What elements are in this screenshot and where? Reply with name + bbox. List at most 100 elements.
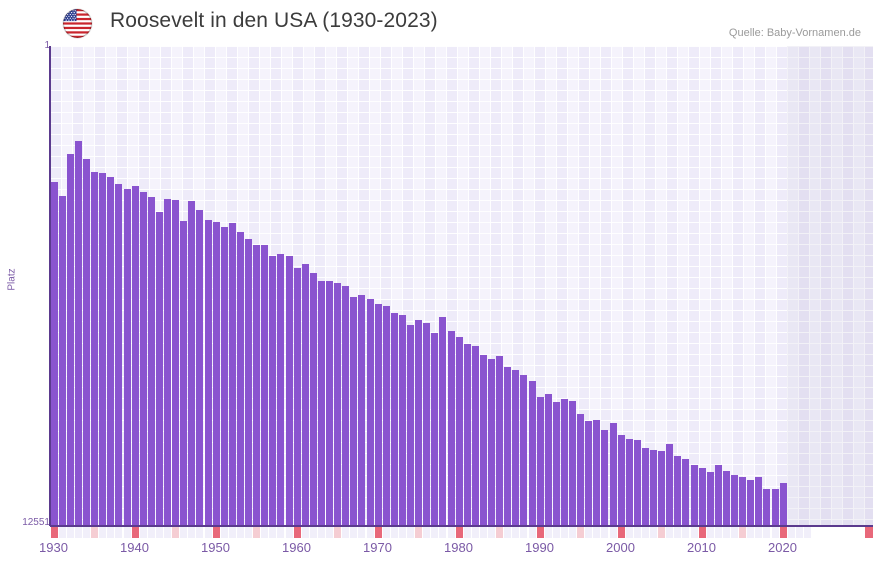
bar[interactable] bbox=[220, 226, 228, 525]
bar[interactable] bbox=[147, 197, 155, 525]
bar[interactable] bbox=[301, 263, 309, 525]
bar[interactable] bbox=[504, 367, 512, 525]
bar[interactable] bbox=[83, 158, 90, 525]
bar[interactable] bbox=[374, 303, 382, 525]
bar[interactable] bbox=[544, 394, 552, 525]
bar[interactable] bbox=[763, 489, 771, 525]
bar[interactable] bbox=[471, 346, 479, 525]
bar[interactable] bbox=[496, 355, 504, 525]
bar[interactable] bbox=[342, 286, 350, 525]
bar[interactable] bbox=[722, 470, 730, 525]
bar[interactable] bbox=[334, 283, 342, 525]
bar[interactable] bbox=[91, 172, 99, 525]
bar[interactable] bbox=[285, 256, 293, 525]
bar[interactable] bbox=[261, 245, 269, 525]
bar[interactable] bbox=[569, 400, 576, 525]
bar[interactable] bbox=[407, 324, 414, 525]
bar[interactable] bbox=[155, 212, 163, 525]
bar[interactable] bbox=[180, 220, 188, 525]
bar[interactable] bbox=[350, 297, 358, 525]
bar[interactable] bbox=[236, 231, 244, 525]
tick-cell bbox=[334, 527, 342, 538]
bar[interactable] bbox=[625, 439, 633, 525]
tick-cell bbox=[601, 527, 609, 538]
bar[interactable] bbox=[641, 448, 649, 525]
bar[interactable] bbox=[698, 468, 706, 525]
bar[interactable] bbox=[617, 434, 625, 525]
bar[interactable] bbox=[520, 375, 528, 525]
bar[interactable] bbox=[739, 477, 747, 525]
bar[interactable] bbox=[593, 420, 601, 525]
bar[interactable] bbox=[674, 455, 682, 525]
tick-cell bbox=[74, 527, 82, 538]
bar[interactable] bbox=[253, 245, 261, 525]
bar[interactable] bbox=[690, 464, 698, 525]
bar[interactable] bbox=[431, 332, 439, 525]
bar[interactable] bbox=[536, 396, 544, 525]
bar[interactable] bbox=[74, 140, 82, 525]
bar[interactable] bbox=[585, 420, 593, 525]
bar[interactable] bbox=[423, 323, 431, 525]
bar[interactable] bbox=[277, 253, 285, 525]
bar[interactable] bbox=[731, 474, 738, 525]
bar[interactable] bbox=[390, 312, 398, 525]
bar[interactable] bbox=[714, 465, 722, 525]
bar[interactable] bbox=[609, 422, 617, 525]
bar[interactable] bbox=[196, 209, 204, 525]
bar[interactable] bbox=[204, 220, 212, 525]
bar[interactable] bbox=[512, 369, 520, 525]
bar[interactable] bbox=[771, 489, 779, 525]
bar[interactable] bbox=[682, 459, 690, 525]
bar[interactable] bbox=[245, 238, 252, 525]
bar[interactable] bbox=[309, 273, 317, 525]
bar[interactable] bbox=[293, 268, 301, 525]
bar[interactable] bbox=[755, 476, 763, 525]
bar[interactable] bbox=[188, 200, 196, 525]
tick-cell bbox=[245, 527, 252, 538]
bar[interactable] bbox=[326, 281, 333, 525]
bar[interactable] bbox=[439, 316, 447, 525]
bar[interactable] bbox=[779, 482, 787, 525]
bar[interactable] bbox=[107, 176, 115, 525]
bar[interactable] bbox=[58, 195, 66, 525]
bar[interactable] bbox=[747, 479, 755, 525]
tick-cell bbox=[285, 527, 293, 538]
bar[interactable] bbox=[398, 315, 406, 525]
bar[interactable] bbox=[528, 381, 536, 525]
bar[interactable] bbox=[358, 295, 366, 525]
bar[interactable] bbox=[269, 255, 277, 525]
bar[interactable] bbox=[115, 184, 123, 525]
bar[interactable] bbox=[463, 344, 471, 525]
bar[interactable] bbox=[212, 221, 220, 525]
bar[interactable] bbox=[366, 299, 374, 525]
bar[interactable] bbox=[317, 281, 325, 525]
bar[interactable] bbox=[479, 355, 487, 525]
bar[interactable] bbox=[228, 223, 236, 525]
bar[interactable] bbox=[601, 429, 609, 525]
tick-cell bbox=[479, 527, 487, 538]
bar[interactable] bbox=[455, 336, 463, 525]
tick-cell bbox=[326, 527, 333, 538]
bar[interactable] bbox=[382, 306, 390, 525]
bar[interactable] bbox=[415, 319, 423, 525]
bar[interactable] bbox=[706, 471, 714, 525]
bar[interactable] bbox=[139, 192, 147, 525]
bar[interactable] bbox=[123, 189, 131, 525]
bar[interactable] bbox=[172, 200, 180, 525]
bar[interactable] bbox=[66, 153, 74, 525]
bar[interactable] bbox=[50, 182, 58, 525]
bar[interactable] bbox=[488, 358, 495, 525]
tick-cell bbox=[650, 527, 657, 538]
bar[interactable] bbox=[633, 440, 641, 525]
bar[interactable] bbox=[447, 330, 455, 525]
bar[interactable] bbox=[666, 444, 674, 525]
bar[interactable] bbox=[131, 186, 139, 525]
bar[interactable] bbox=[164, 199, 171, 525]
bar[interactable] bbox=[552, 401, 560, 525]
tick-cell bbox=[131, 527, 139, 538]
bar[interactable] bbox=[650, 450, 657, 525]
bar[interactable] bbox=[560, 398, 568, 525]
bar[interactable] bbox=[577, 413, 585, 525]
bar[interactable] bbox=[99, 172, 107, 525]
bar[interactable] bbox=[658, 450, 666, 525]
